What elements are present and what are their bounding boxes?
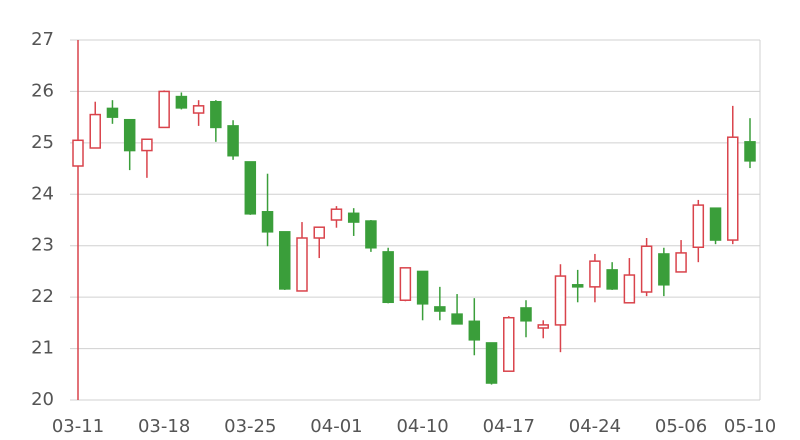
candle-body: [537, 324, 549, 329]
x-tick-label: 03-11: [52, 416, 104, 437]
candle-body: [571, 284, 584, 288]
candle-body: [485, 342, 498, 384]
x-tick-label: 04-24: [569, 416, 621, 437]
candle-body: [554, 275, 567, 326]
y-tick-label: 25: [31, 132, 54, 153]
candle-body: [365, 220, 377, 249]
y-tick-label: 24: [31, 183, 54, 204]
candle-body: [727, 136, 739, 241]
candle-body: [606, 269, 618, 290]
y-tick-label: 22: [31, 286, 54, 307]
candle-body: [141, 138, 153, 152]
candle-body: [658, 253, 670, 286]
x-tick-label: 03-18: [138, 416, 190, 437]
candle-body: [175, 95, 188, 109]
candle-body: [640, 245, 653, 293]
candle-body: [589, 260, 601, 288]
candle-body: [227, 125, 239, 157]
candle-body: [296, 237, 308, 292]
x-tick-label: 05-10: [724, 416, 776, 437]
candle-body: [347, 212, 360, 223]
candle-body: [330, 208, 343, 221]
candle-body: [468, 320, 481, 341]
candle-body: [709, 207, 722, 241]
candle-body: [106, 107, 119, 118]
x-tick-label: 04-17: [483, 416, 535, 437]
candle-body: [675, 252, 687, 273]
candle-body: [451, 313, 463, 325]
candle-body: [434, 306, 446, 312]
candle-body: [192, 105, 205, 114]
candle-body: [399, 267, 412, 301]
x-tick-label: 04-01: [310, 416, 362, 437]
y-tick-label: 27: [31, 29, 54, 50]
candle-body: [623, 274, 636, 304]
candle-body: [244, 161, 257, 215]
x-tick-label: 03-25: [224, 416, 276, 437]
candle-body: [89, 113, 101, 149]
candle-body: [123, 118, 136, 152]
y-tick-label: 21: [31, 338, 54, 359]
x-tick-label: 04-10: [396, 416, 448, 437]
candle-body: [382, 251, 394, 304]
candle-body: [416, 270, 429, 305]
candle-body: [503, 316, 515, 372]
y-tick-label: 26: [31, 80, 54, 101]
candle-body: [520, 307, 532, 322]
y-tick-label: 23: [31, 235, 54, 256]
y-tick-label: 20: [31, 389, 54, 410]
candle-body: [72, 139, 84, 167]
candle-body: [210, 100, 222, 129]
candle-body: [158, 90, 170, 129]
candle-body: [313, 226, 325, 239]
candle-body: [261, 211, 274, 233]
candle-body: [692, 204, 705, 249]
x-tick-label: 05-06: [655, 416, 707, 437]
candle-body: [744, 141, 756, 162]
candle-body: [279, 231, 291, 290]
